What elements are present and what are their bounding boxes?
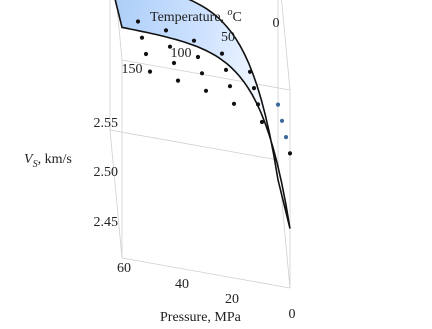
- data-points: [135, 19, 293, 156]
- vs-tick-label: 2.55: [94, 116, 119, 131]
- box-edge: [115, 0, 123, 61]
- data-point: [219, 51, 225, 56]
- data-point: [163, 28, 169, 33]
- bounding-box: [109, 0, 291, 289]
- box-edge: [121, 59, 291, 91]
- data-point: [231, 101, 237, 106]
- vs-tick-label: 2.45: [94, 215, 119, 230]
- pressure-tick-label: 60: [117, 261, 131, 276]
- data-point: [227, 84, 233, 89]
- data-point: [195, 54, 201, 60]
- data-point: [275, 102, 281, 107]
- data-point: [279, 118, 285, 123]
- box-edge: [109, 129, 279, 161]
- box-edge: [109, 129, 123, 259]
- temperature-tick-label: 100: [171, 46, 192, 61]
- tick-labels: 0 20 40 60 0 50 100 150 2.45 2.50 2.55: [94, 16, 296, 322]
- data-point: [203, 88, 209, 93]
- pressure-tick-label: 20: [225, 292, 239, 307]
- data-point: [139, 35, 145, 40]
- surface-mesh: [114, 0, 291, 229]
- data-point: [283, 135, 289, 140]
- pressure-tick-label: 0: [289, 307, 296, 322]
- box-edge: [121, 257, 291, 289]
- data-point: [167, 44, 173, 49]
- temperature-tick-label: 0: [273, 16, 280, 31]
- data-point: [199, 71, 205, 76]
- data-point: [147, 69, 153, 74]
- pressure-axis-label: Pressure, MPa: [160, 310, 242, 325]
- data-point: [135, 19, 141, 24]
- data-point: [251, 86, 257, 91]
- data-point: [287, 151, 293, 156]
- data-point: [255, 102, 261, 107]
- temperature-axis-label: Temperature, oC: [150, 7, 242, 25]
- temperature-tick-label: 150: [122, 62, 143, 77]
- data-point: [171, 60, 177, 66]
- data-point: [143, 51, 149, 57]
- box-edge: [281, 0, 291, 91]
- temperature-tick-label: 50: [221, 30, 235, 45]
- pressure-tick-label: 40: [175, 277, 189, 292]
- vs-axis-label: VS, km/s: [24, 152, 72, 170]
- data-point: [259, 119, 265, 125]
- data-point: [191, 38, 197, 43]
- data-point: [247, 69, 253, 74]
- data-point: [175, 78, 181, 83]
- data-point: [223, 67, 229, 72]
- vs-tick-label: 2.50: [94, 165, 119, 180]
